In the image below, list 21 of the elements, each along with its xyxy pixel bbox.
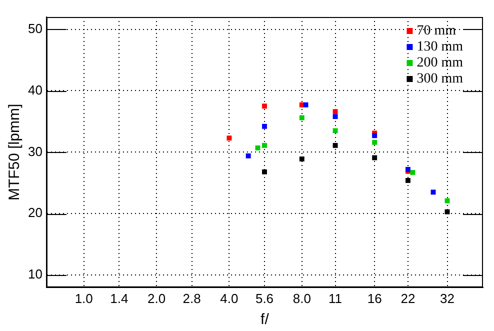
x-tick-label: 4.0	[220, 290, 238, 306]
legend-label: 130 mm	[416, 40, 464, 55]
y-tick-label: 40	[28, 82, 42, 98]
legend-label: 200 mm	[416, 56, 464, 71]
y-tick-label: 20	[28, 205, 42, 220]
x-axis-title: f/	[260, 311, 270, 328]
x-tick-label: 32	[440, 290, 454, 306]
legend-label: 300 mm	[416, 72, 464, 87]
x-tick-label: 1.4	[110, 290, 128, 306]
y-tick-label: 50	[28, 20, 42, 36]
x-tick-label: 22	[400, 290, 416, 306]
x-tick-label: 1.0	[74, 290, 93, 306]
x-tick-label: 11	[328, 290, 342, 306]
x-tick-label: 2.8	[182, 290, 201, 306]
x-tick-label: 5.6	[255, 290, 274, 306]
y-tick-label: 10	[28, 266, 42, 282]
x-tick-label: 2.0	[148, 290, 166, 306]
x-tick-label: 16	[367, 290, 382, 306]
y-axis-title: MTF50 [lpmm]	[6, 104, 24, 201]
y-tick-label: 30	[28, 144, 42, 159]
x-tick-label: 8.0	[292, 290, 311, 306]
